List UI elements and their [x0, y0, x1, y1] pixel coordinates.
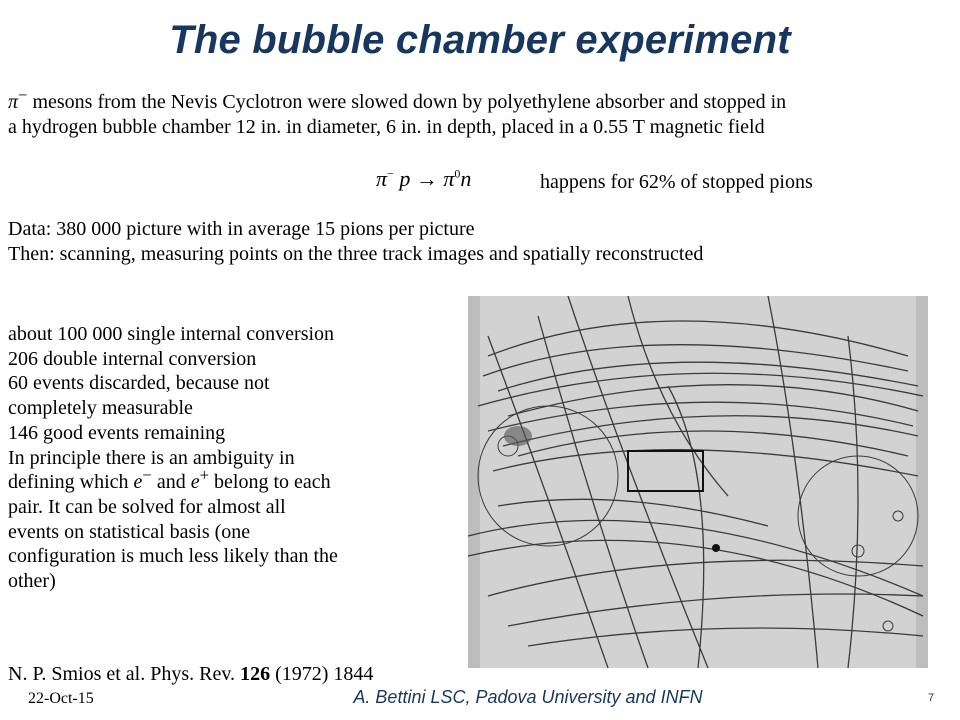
results-line: other)	[8, 570, 56, 593]
reference-rest: (1972) 1844	[270, 663, 374, 685]
eq-p: p	[399, 166, 411, 191]
eq-zero: 0	[454, 166, 461, 181]
results-text: defining which	[8, 471, 134, 494]
results-line: In principle there is an ambiguity in	[8, 446, 295, 469]
data-line-2: Then: scanning, measuring points on the …	[8, 243, 704, 265]
electron-charge: −	[142, 465, 152, 485]
reference-authors: N. P. Smios et al. Phys. Rev.	[8, 663, 241, 685]
results-line: configuration is much less likely than t…	[8, 545, 338, 568]
intro-line-1: π− mesons from the Nevis Cyclotron were …	[8, 87, 787, 115]
reference-volume: 126	[240, 663, 271, 685]
intro-paragraph: π− mesons from the Nevis Cyclotron were …	[8, 87, 787, 140]
eq-arrow: →	[415, 166, 438, 191]
results-line: pair. It can be solved for almost all	[8, 495, 286, 518]
results-text: and	[151, 471, 191, 494]
data-line-1: Data: 380 000 picture with in average 15…	[8, 218, 475, 240]
positron-symbol: e	[190, 471, 200, 494]
reaction-equation: π− p → π0n	[376, 166, 471, 192]
eq-n: n	[460, 166, 472, 191]
bubble-chamber-photo	[468, 296, 928, 668]
data-paragraph: Data: 380 000 picture with in average 15…	[8, 217, 703, 267]
pi-symbol: π	[8, 91, 19, 113]
results-line: completely measurable	[8, 397, 193, 420]
results-line: events on statistical basis (one	[8, 520, 251, 543]
intro-line-1-text: mesons from the Nevis Cyclotron were slo…	[32, 91, 787, 113]
slide-title: The bubble chamber experiment	[169, 18, 791, 62]
results-line: about 100 000 single internal conversion	[8, 323, 335, 345]
eq-pi0: π	[443, 166, 455, 191]
eq-pi: π	[376, 166, 388, 191]
reference: N. P. Smios et al. Phys. Rev. 126 (1972)…	[8, 662, 373, 687]
eq-minus: −	[387, 166, 394, 181]
page-number: 7	[928, 692, 935, 704]
footer-author: A. Bettini LSC, Padova University and IN…	[353, 687, 703, 707]
bubble-chamber-tracks	[468, 296, 928, 668]
results-line: 146 good events remaining	[8, 421, 226, 444]
electron-symbol: e	[133, 471, 143, 494]
results-line: defining which e− and e+ belong to each	[8, 467, 338, 495]
results-paragraph: about 100 000 single internal conversion…	[8, 322, 338, 594]
results-line: 60 events discarded, because not	[8, 372, 270, 395]
results-text: belong to each	[209, 471, 331, 494]
intro-line-2: a hydrogen bubble chamber 12 in. in diam…	[8, 116, 765, 138]
positron-charge: +	[199, 465, 210, 485]
footer-date: 22-Oct-15	[28, 690, 94, 707]
reaction-note: happens for 62% of stopped pions	[540, 171, 813, 193]
results-line: 206 double internal conversion	[8, 347, 257, 370]
pi-charge: −	[18, 85, 28, 105]
